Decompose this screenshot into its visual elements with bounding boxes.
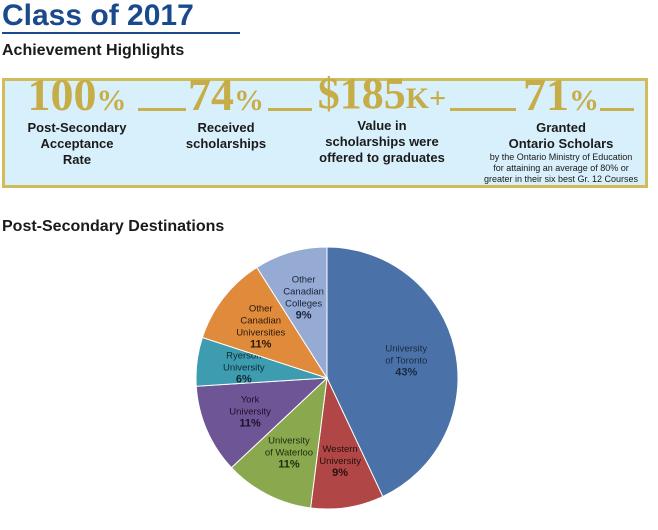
title-underline [2,32,240,34]
stat-label: Granted Ontario Scholars [508,120,614,151]
stat-number: 74% [188,69,264,120]
connector-line [138,108,186,111]
pie-slice-label: Other Canadian Colleges 9% [283,274,324,321]
highlights-heading: Achievement Highlights [2,42,185,59]
stat-acceptance-rate: 100% Post-Secondary Acceptance Rate [4,72,150,168]
page-title: Class of 2017 [2,0,194,32]
stat-label: Post-Secondary Acceptance Rate [27,120,127,167]
stat-label: Received scholarships [185,120,267,151]
stat-ontario-scholars: 71% Granted Ontario Scholars by the Onta… [476,72,646,185]
pie-chart: University of Toronto 43% Western University… [190,242,470,522]
connector-line [268,108,312,111]
connector-line [600,108,634,111]
stat-label: Value in scholarships were offered to gr… [319,118,445,165]
pie-slice-label: University of Waterloo 11% [265,436,313,471]
pie-slice [326,246,459,498]
pie-slice-label: Western University 9% [319,444,361,479]
connector-line [450,108,516,111]
pie-chart-svg: University of Toronto 43% Western University… [195,246,459,510]
pie-slice-label: University of Toronto 43% [385,343,427,378]
stat-number: 71% [523,69,599,120]
pie-slice-label: Ryerson University 6% [223,350,265,385]
pie-slice [256,246,328,380]
stat-note: by the Ontario Ministry of Education for… [483,152,639,184]
pie-slice-label: York University 11% [229,394,271,429]
pie-slice [195,377,329,469]
stat-number: 100% [27,69,127,120]
destinations-heading: Post-Secondary Destinations [2,218,225,235]
pie-slice [230,376,328,509]
stat-scholarship-value: $185K+ Value in scholarships were offere… [300,72,464,166]
pie-slice [201,266,329,379]
stat-number: $185K+ [317,69,447,118]
pie-slice-label: Other Canadian Universities 11% [236,304,285,351]
stat-scholarships: 74% Received scholarships [170,72,282,152]
highlights-banner [2,78,648,188]
